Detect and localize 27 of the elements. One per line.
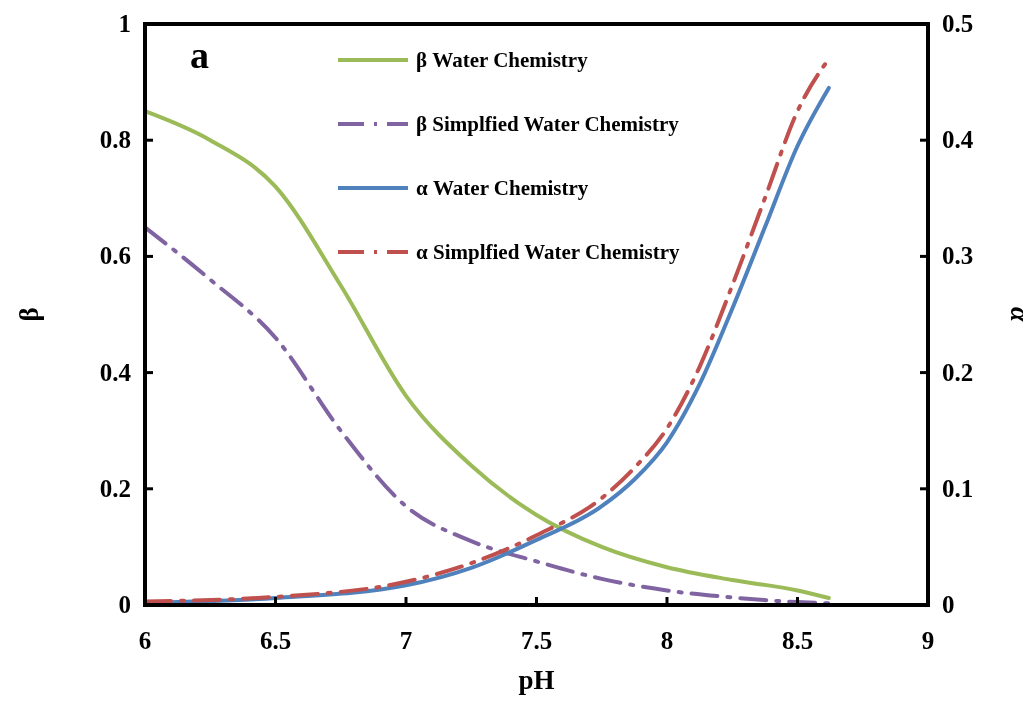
- y2-tick-label: 0: [942, 591, 955, 618]
- y-tick-label: 0.4: [99, 358, 132, 386]
- y2-tick-label: 0.1: [942, 474, 974, 502]
- x-tick-label: 6: [138, 627, 152, 654]
- y2-tick-label: 0.2: [942, 358, 974, 386]
- y-tick-label: 1: [118, 10, 131, 37]
- x-axis-title: pH: [518, 665, 555, 695]
- y2-tick-label: 0.5: [942, 10, 974, 37]
- y2-tick-label: 0.3: [942, 242, 974, 270]
- legend-label: β Water Chemistry: [416, 48, 589, 72]
- x-tick-label: 8.5: [781, 627, 814, 654]
- x-tick-label: 9: [921, 627, 935, 654]
- y-tick-label: 0.8: [99, 126, 131, 154]
- x-tick-label: 7.5: [520, 627, 553, 654]
- x-tick-label: 6.5: [259, 627, 292, 654]
- annotation: a: [190, 34, 209, 76]
- legend-label: α Water Chemistry: [416, 176, 589, 200]
- y-tick-label: 0.6: [99, 242, 131, 270]
- y2-axis-title: α: [1005, 307, 1031, 324]
- x-tick-label: 8: [660, 627, 674, 654]
- y2-tick-label: 0.4: [942, 126, 974, 154]
- y-tick-label: 0.2: [99, 474, 131, 502]
- legend-label: α Simplfied Water Chemistry: [416, 240, 681, 264]
- y-tick-label: 0: [118, 591, 131, 618]
- legend-label: β Simplfied Water Chemistry: [416, 112, 680, 136]
- y-axis-title: β: [14, 307, 44, 322]
- x-tick-label: 7: [399, 627, 413, 654]
